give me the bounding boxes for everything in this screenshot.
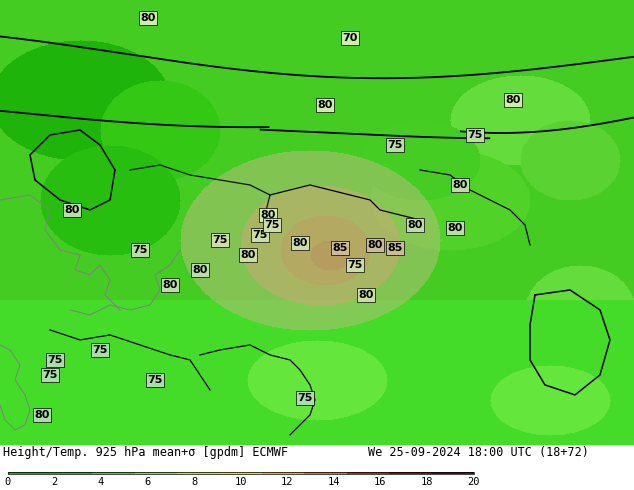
Text: 75: 75 xyxy=(387,140,403,150)
Text: 18: 18 xyxy=(421,477,433,487)
Text: 80: 80 xyxy=(505,95,521,105)
Text: 10: 10 xyxy=(235,477,247,487)
Text: 80: 80 xyxy=(162,280,178,290)
Text: 8: 8 xyxy=(191,477,197,487)
Bar xyxy=(134,472,177,474)
Text: 75: 75 xyxy=(42,370,58,380)
Bar xyxy=(347,472,389,474)
Text: 0: 0 xyxy=(4,477,11,487)
Text: 75: 75 xyxy=(297,393,313,403)
Text: Height/Temp. 925 hPa mean+σ [gpdm] ECMWF: Height/Temp. 925 hPa mean+σ [gpdm] ECMWF xyxy=(3,446,288,459)
Text: 75: 75 xyxy=(467,130,482,140)
Text: 75: 75 xyxy=(93,345,108,355)
Bar xyxy=(219,472,262,474)
Bar xyxy=(431,472,474,474)
Bar xyxy=(177,472,219,474)
Text: 80: 80 xyxy=(452,180,468,190)
Text: 80: 80 xyxy=(367,240,383,250)
Text: 14: 14 xyxy=(328,477,340,487)
Bar xyxy=(8,472,50,474)
Text: 80: 80 xyxy=(192,265,208,275)
Text: 75: 75 xyxy=(212,235,228,245)
Text: 4: 4 xyxy=(98,477,104,487)
Text: 80: 80 xyxy=(448,223,463,233)
Bar xyxy=(389,472,431,474)
Text: 80: 80 xyxy=(261,210,276,220)
Text: 75: 75 xyxy=(347,260,363,270)
Text: 75: 75 xyxy=(147,375,163,385)
Text: 70: 70 xyxy=(342,33,358,43)
Text: 85: 85 xyxy=(332,243,347,253)
Text: 75: 75 xyxy=(48,355,63,365)
Bar xyxy=(304,472,347,474)
Text: 6: 6 xyxy=(145,477,150,487)
Text: 12: 12 xyxy=(281,477,294,487)
Text: 80: 80 xyxy=(34,410,49,420)
Text: 80: 80 xyxy=(407,220,423,230)
Text: We 25-09-2024 18:00 UTC (18+72): We 25-09-2024 18:00 UTC (18+72) xyxy=(368,446,588,459)
Text: 85: 85 xyxy=(387,243,403,253)
Text: 80: 80 xyxy=(64,205,80,215)
Text: 75: 75 xyxy=(264,220,280,230)
Text: 80: 80 xyxy=(292,238,307,248)
Text: 80: 80 xyxy=(358,290,373,300)
Text: 80: 80 xyxy=(140,13,156,23)
Text: 80: 80 xyxy=(240,250,256,260)
Bar xyxy=(93,472,134,474)
Text: 2: 2 xyxy=(51,477,57,487)
Bar xyxy=(50,472,93,474)
Text: 80: 80 xyxy=(317,100,333,110)
Text: 16: 16 xyxy=(374,477,387,487)
Text: 75: 75 xyxy=(133,245,148,255)
Bar xyxy=(8,472,474,474)
Text: 20: 20 xyxy=(467,477,480,487)
Bar xyxy=(262,472,304,474)
Text: 75: 75 xyxy=(252,230,268,240)
